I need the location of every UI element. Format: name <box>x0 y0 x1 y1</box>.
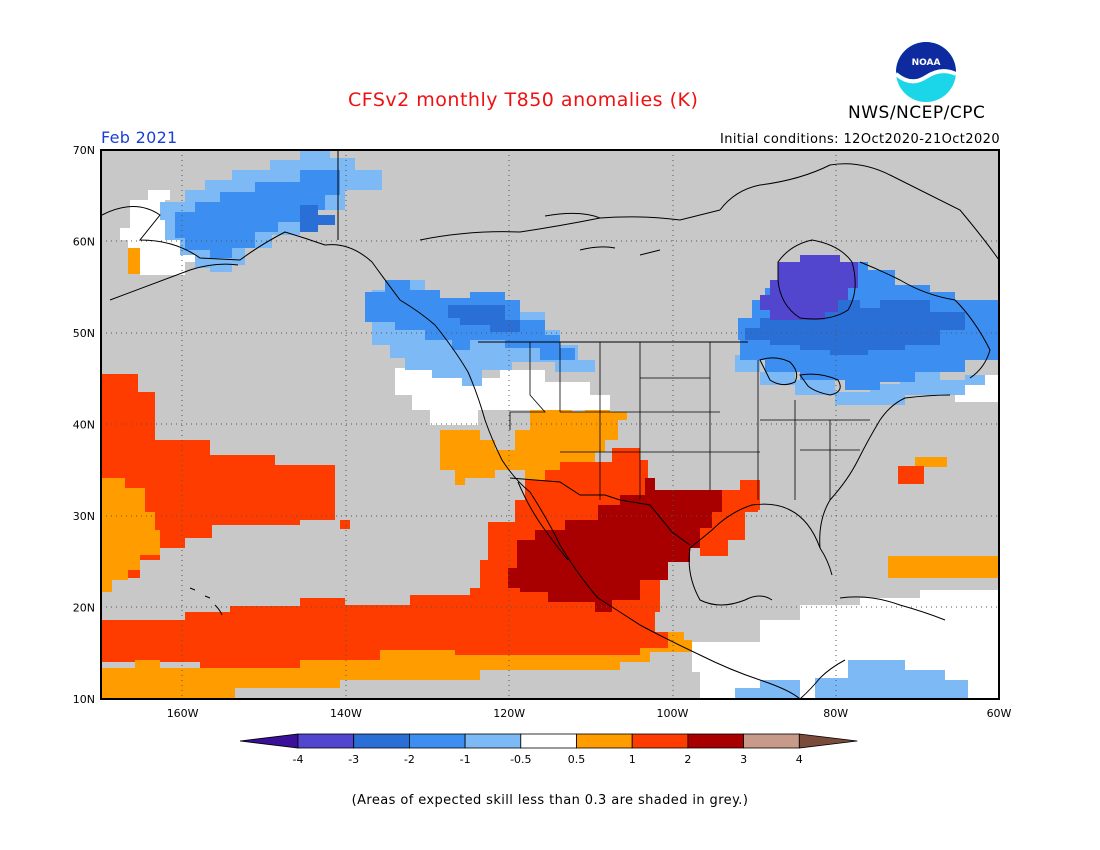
noaa-logo: NOAA <box>895 42 957 102</box>
colorbar-arrow-low <box>239 733 299 749</box>
lat-tick-label: 50N <box>73 327 95 340</box>
colorbar-tick-label: -4 <box>293 753 304 766</box>
forecast-period-label: Feb 2021 <box>101 128 178 147</box>
colorbar-tick-label: 4 <box>796 753 803 766</box>
anomaly-cell <box>898 466 924 484</box>
colorbar-tick-label: 2 <box>684 753 691 766</box>
anomaly-region-pnw-near-normal <box>395 368 610 425</box>
anomaly-cell <box>340 520 350 529</box>
colorbar-tick-label: 3 <box>740 753 747 766</box>
anomaly-cell <box>888 556 999 578</box>
state-borders <box>509 342 870 500</box>
anomaly-cell <box>728 490 758 512</box>
lat-tick-label: 70N <box>73 144 95 157</box>
colorbar-arrow-high <box>798 733 858 749</box>
colorbar-bin <box>576 733 633 749</box>
colorbar-bin <box>408 733 466 749</box>
lon-tick-label: 60W <box>987 707 1012 720</box>
anomaly-region-northeast-near-normal <box>955 375 999 402</box>
anomaly-region-pacific-warm <box>101 374 335 578</box>
colorbar-tick-label: 0.5 <box>568 753 586 766</box>
anomaly-region-caribbean-weak-cold <box>735 660 968 699</box>
anomaly-region-alaska-cold <box>175 170 340 258</box>
anomaly-region-subtropical-warm <box>101 448 760 668</box>
initial-conditions-label: Initial conditions: 12Oct2020-21Oct2020 <box>720 132 1000 147</box>
lon-tick-label: 100W <box>657 707 689 720</box>
footnote: (Areas of expected skill less than 0.3 a… <box>351 793 749 808</box>
anomaly-region-southwest-moderate <box>440 402 627 485</box>
colorbar-bin <box>520 733 577 749</box>
colorbar-tick-label: -2 <box>404 753 415 766</box>
map-plot-area <box>101 150 999 699</box>
colorbar-tick-label: 1 <box>629 753 636 766</box>
lon-tick-label: 80W <box>823 707 848 720</box>
colorbar-bin <box>687 733 745 749</box>
anomaly-region-alaska-strong-cold <box>300 205 335 232</box>
coastlines <box>101 150 999 699</box>
colorbar-bin <box>631 733 689 749</box>
lat-tick-label: 40N <box>73 419 95 432</box>
anomaly-region-mexico-strong <box>508 478 722 612</box>
colorbar-bin <box>297 733 355 749</box>
colorbar-tick-label: -1 <box>460 753 471 766</box>
latitude-labels: 70N 60N 50N 40N 30N 20N 10N <box>73 144 95 706</box>
longitude-labels: 160W 140W 120W 100W 80W 60W <box>167 707 1012 720</box>
agency-label: NWS/NCEP/CPC <box>848 103 986 123</box>
logo-text: NOAA <box>912 58 941 68</box>
anomaly-region-east-canada-weak-cold <box>735 355 999 405</box>
anomaly-region-east-canada-very-strong-cold <box>760 255 858 320</box>
lon-tick-label: 120W <box>493 707 525 720</box>
colorbar-bin <box>743 733 800 749</box>
anomaly-cell <box>128 248 140 274</box>
lat-tick-label: 10N <box>73 693 95 706</box>
chart-title: CFSv2 monthly T850 anomalies (K) <box>348 89 699 111</box>
lat-tick-label: 60N <box>73 236 95 249</box>
map-frame <box>100 149 1000 700</box>
colorbar-bin <box>353 733 410 749</box>
colorbar-tick-label: -3 <box>348 753 359 766</box>
colorbar-tick-label: -0.5 <box>510 753 531 766</box>
lon-tick-label: 160W <box>167 707 199 720</box>
colorbar-bin <box>464 733 522 749</box>
lat-tick-label: 30N <box>73 510 95 523</box>
lon-tick-label: 140W <box>330 707 362 720</box>
anomaly-region-pacific-moderate <box>101 478 160 592</box>
anomaly-region-southern-moderate <box>101 632 692 699</box>
anomaly-cell <box>915 457 947 467</box>
lat-tick-label: 20N <box>73 602 95 615</box>
anomaly-region-pnw-strong-cold <box>448 305 520 332</box>
